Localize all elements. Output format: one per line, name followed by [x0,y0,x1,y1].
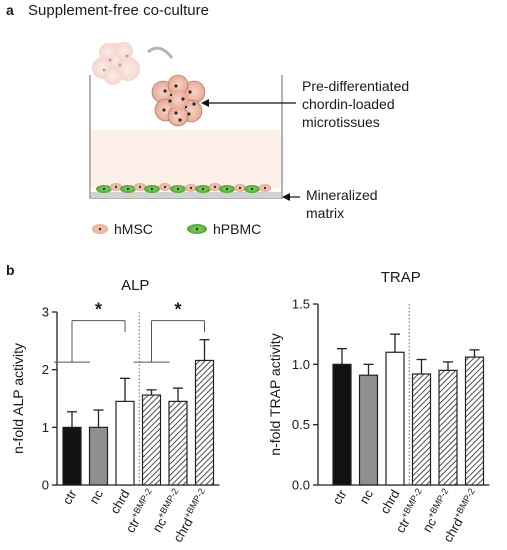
alp-category-label-0: ctr [59,486,80,507]
panel-b-letter: b [6,262,15,278]
callout-bottom-line-1: Mineralized [306,187,378,203]
trap-bar-0 [332,363,352,486]
trap-category-label-0: ctr [329,486,350,507]
trap-y-tick-label: 1.5 [292,297,310,312]
callout-bottom-line-2: matrix [306,205,345,221]
chordin-microtissue [151,74,206,127]
alp-bar-0 [62,426,82,486]
movement-arrow-icon [147,46,174,59]
legend-hmsc-label: hMSC [114,221,153,237]
trap-bar-5 [464,356,485,486]
matrix-cells [96,183,271,193]
alp-bar-4 [168,400,188,486]
trap-y-tick-label: 0.5 [292,417,310,432]
alp-y-tick-label: 0 [42,478,49,493]
alp-y-axis-label: n-fold ALP activity [10,343,26,454]
alp-bar-5 [194,359,215,486]
trap-bar-1 [358,374,379,486]
faded-microtissue [92,42,140,85]
matrix-arrowhead-icon [282,193,290,201]
alp-chart-title: ALP [121,277,149,294]
trap-chart-title: TRAP [381,269,421,286]
trap-y-tick-label: 1.0 [292,357,310,372]
alp-sig-label: * [95,300,102,320]
trap-y-tick-label: 0.0 [292,478,310,493]
trap-y-axis-label: n-fold TRAP activity [267,333,283,455]
alp-bar-2 [115,400,135,486]
trap-bar-4 [438,369,458,486]
callout-top-line-2: chordin-loaded [302,96,395,112]
alp-sig-label: * [174,300,181,320]
mineralized-matrix [91,192,281,198]
alp-bar-1 [88,426,109,486]
trap-category-label-2: chrd [377,487,403,516]
well-medium [91,130,281,188]
legend-hpbmc-label: hPBMC [213,221,262,237]
coculture-schematic [89,42,300,234]
trap-bar-3 [411,373,432,486]
alp-y-tick-label: 1 [42,420,49,435]
alp-bar-3 [141,394,162,486]
trap-category-label-1: nc [356,487,376,507]
microtissue-arrowhead-icon [201,99,209,107]
trap-bar-2 [385,351,405,486]
alp-category-label-2: chrd [107,487,133,516]
panel-a-letter: a [6,2,14,18]
alp-y-tick-label: 2 [42,362,49,377]
panel-a-title: Supplement-free co-culture [28,2,209,19]
alp-y-tick-label: 3 [42,305,49,320]
callout-top-line-1: Pre-differentiated [302,78,410,94]
alp-category-label-1: nc [86,487,106,507]
callout-top-line-3: microtissues [302,114,380,130]
